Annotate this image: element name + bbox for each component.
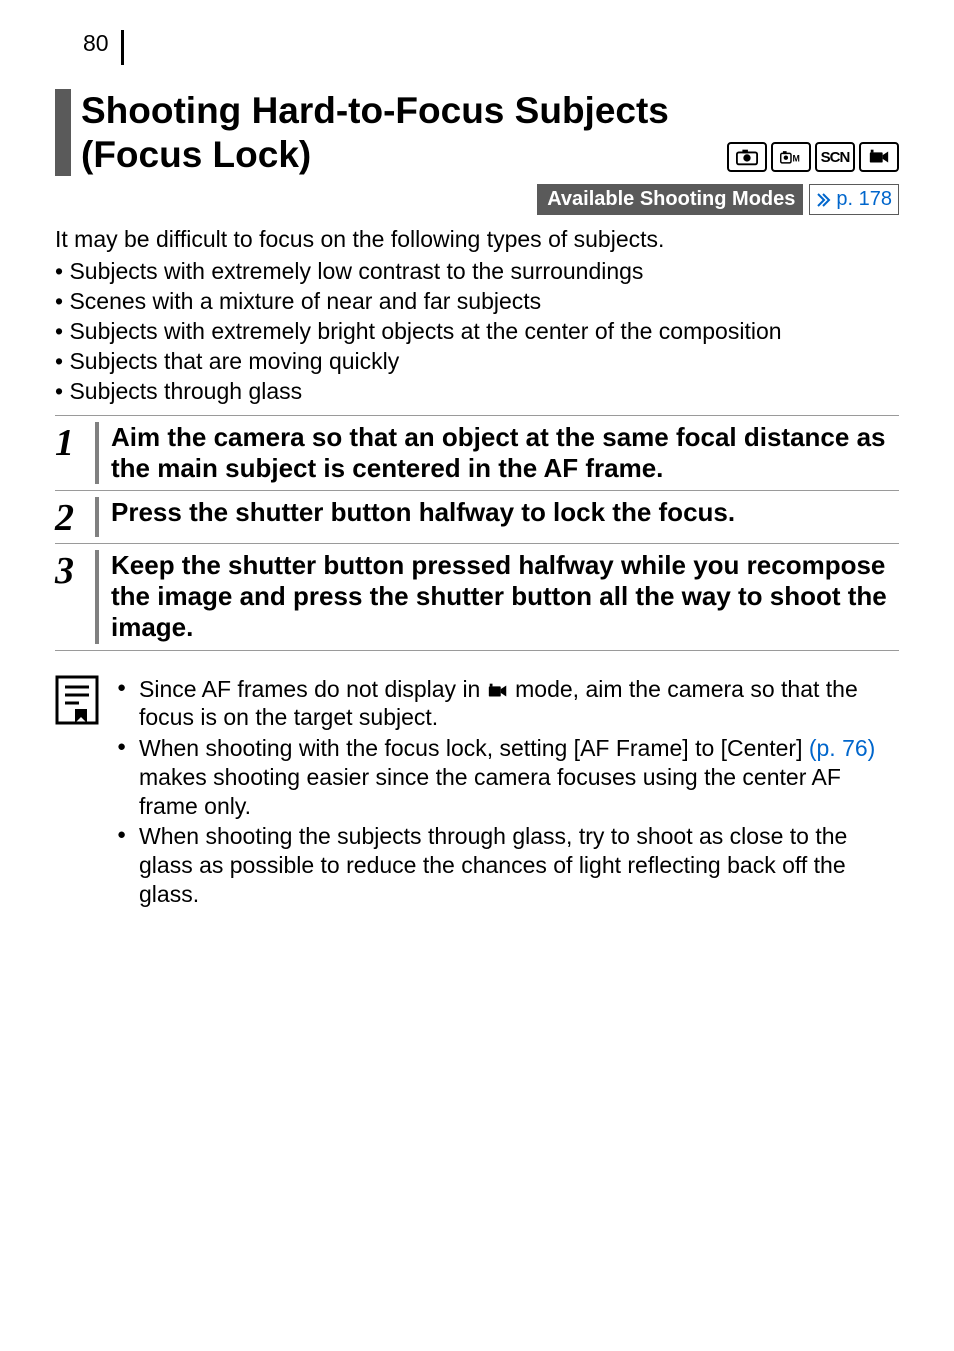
step-text: Aim the camera so that an object at the … (99, 422, 899, 484)
svg-text:M: M (792, 154, 799, 164)
available-modes-bar: Available Shooting Modes p. 178 (55, 184, 899, 215)
camera-icon (727, 142, 767, 172)
list-item: • Subjects with extremely bright objects… (55, 317, 899, 347)
step-row: 1 Aim the camera so that an object at th… (55, 416, 899, 491)
step-row: 2 Press the shutter button halfway to lo… (55, 491, 899, 544)
step-text: Keep the shutter button pressed halfway … (99, 550, 899, 644)
steps-block: 1 Aim the camera so that an object at th… (55, 415, 899, 651)
note-item: When shooting the subjects through glass… (117, 822, 899, 908)
note-icon (55, 675, 99, 725)
step-number: 2 (55, 497, 99, 537)
movie-mode-icon (487, 683, 509, 699)
list-item: • Subjects that are moving quickly (55, 347, 899, 377)
list-item: • Subjects through glass (55, 377, 899, 407)
mode-icons-row: M SCN (727, 142, 899, 172)
note-item: When shooting with the focus lock, setti… (117, 734, 899, 820)
page-number: 80 (83, 30, 124, 65)
note-list: Since AF frames do not display in mode, … (117, 675, 899, 911)
available-modes-link[interactable]: p. 178 (809, 184, 899, 215)
step-row: 3 Keep the shutter button pressed halfwa… (55, 544, 899, 651)
list-item: • Scenes with a mixture of near and far … (55, 287, 899, 317)
section-title-block: Shooting Hard-to-Focus Subjects (Focus L… (55, 89, 899, 176)
camera-m-icon: M (771, 142, 811, 172)
note-block: Since AF frames do not display in mode, … (55, 675, 899, 911)
note-item: Since AF frames do not display in mode, … (117, 675, 899, 733)
intro-text: It may be difficult to focus on the foll… (55, 225, 899, 255)
scn-icon: SCN (815, 142, 855, 172)
step-text: Press the shutter button halfway to lock… (99, 497, 899, 537)
step-number: 3 (55, 550, 99, 644)
subject-list: • Subjects with extremely low contrast t… (55, 257, 899, 406)
step-number: 1 (55, 422, 99, 484)
movie-icon (859, 142, 899, 172)
section-title: Shooting Hard-to-Focus Subjects (Focus L… (81, 89, 727, 176)
list-item: • Subjects with extremely low contrast t… (55, 257, 899, 287)
page-ref-link[interactable]: (p. 76) (809, 735, 875, 761)
available-modes-label: Available Shooting Modes (537, 184, 803, 215)
